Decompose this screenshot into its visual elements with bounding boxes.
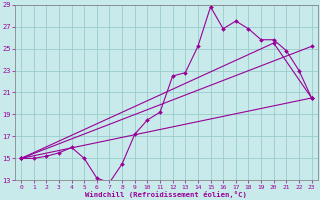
X-axis label: Windchill (Refroidissement éolien,°C): Windchill (Refroidissement éolien,°C)	[85, 191, 247, 198]
